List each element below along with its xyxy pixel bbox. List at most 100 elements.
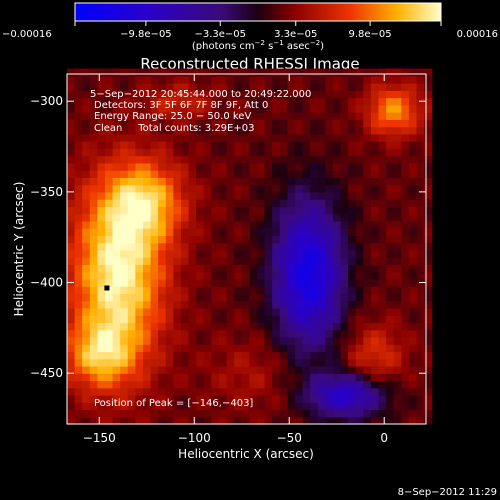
- heatmap-cell: [165, 148, 174, 157]
- heatmap-cell: [196, 278, 205, 287]
- heatmap-cell: [211, 249, 220, 258]
- heatmap-cell: [226, 235, 235, 244]
- heatmap-cell: [256, 329, 266, 338]
- heatmap-cell: [89, 402, 98, 411]
- heatmap-cell: [226, 155, 235, 164]
- heatmap-cell: [249, 249, 258, 258]
- heatmap-cell: [180, 148, 190, 157]
- heatmap-cell: [150, 373, 159, 382]
- heatmap-cell: [226, 387, 235, 396]
- heatmap-cell: [196, 184, 205, 193]
- heatmap-cell: [325, 358, 334, 367]
- heatmap-cell: [127, 155, 136, 164]
- heatmap-cell: [165, 228, 174, 236]
- heatmap-cell: [424, 329, 433, 338]
- heatmap-cell: [332, 365, 342, 374]
- heatmap-cell: [180, 365, 190, 374]
- heatmap-cell: [256, 68, 266, 77]
- heatmap-cell: [378, 177, 387, 186]
- heatmap-cell: [355, 126, 364, 135]
- heatmap-cell: [408, 97, 418, 106]
- heatmap-cell: [211, 133, 220, 142]
- heatmap-cell: [67, 184, 76, 193]
- heatmap-cell: [104, 206, 114, 215]
- heatmap-cell: [241, 416, 250, 425]
- heatmap-cell: [150, 235, 159, 244]
- heatmap-cell: [249, 257, 258, 266]
- heatmap-cell: [370, 242, 380, 251]
- heatmap-cell: [203, 387, 212, 396]
- heatmap-cell: [196, 344, 205, 353]
- heatmap-cell: [408, 336, 418, 345]
- heatmap-cell: [302, 315, 311, 324]
- heatmap-cell: [287, 155, 296, 164]
- heatmap-cell: [120, 155, 129, 164]
- heatmap-cell: [264, 322, 273, 331]
- heatmap-cell: [104, 380, 114, 389]
- heatmap-cell: [264, 177, 273, 186]
- heatmap-cell: [74, 220, 83, 229]
- heatmap-cell: [370, 409, 380, 418]
- heatmap-cell: [310, 177, 319, 186]
- heatmap-cell: [241, 133, 250, 142]
- heatmap-cell: [74, 315, 83, 324]
- heatmap-cell: [386, 141, 395, 149]
- heatmap-cell: [355, 220, 364, 229]
- heatmap-cell: [150, 402, 159, 411]
- heatmap-cell: [279, 170, 288, 178]
- heatmap-cell: [211, 90, 220, 99]
- heatmap-cell: [256, 365, 266, 374]
- heatmap-cell: [234, 112, 243, 120]
- heatmap-cell: [82, 286, 91, 295]
- heatmap-cell: [67, 141, 76, 149]
- heatmap-cell: [302, 75, 311, 84]
- heatmap-cell: [279, 373, 288, 382]
- heatmap-cell: [386, 409, 395, 418]
- heatmap-cell: [401, 293, 410, 302]
- heatmap-cell: [310, 257, 319, 266]
- heatmap-cell: [112, 119, 121, 128]
- heatmap-cell: [241, 336, 250, 345]
- heatmap-cell: [310, 170, 319, 178]
- heatmap-cell: [150, 293, 159, 302]
- heatmap-cell: [340, 126, 349, 135]
- heatmap-cell: [325, 90, 334, 99]
- heatmap-cell: [348, 380, 357, 389]
- heatmap-cell: [386, 336, 395, 345]
- heatmap-cell: [82, 387, 91, 396]
- heatmap-cell: [135, 162, 144, 171]
- heatmap-cell: [332, 402, 342, 411]
- y-tick-label: −350: [30, 185, 63, 199]
- heatmap-cell: [127, 344, 136, 353]
- heatmap-cell: [355, 394, 364, 403]
- heatmap-cell: [142, 206, 152, 215]
- heatmap-cell: [158, 380, 167, 389]
- heatmap-cell: [424, 133, 433, 142]
- heatmap-cell: [165, 155, 174, 164]
- heatmap-cell: [393, 257, 402, 266]
- heatmap-cell: [310, 206, 319, 215]
- heatmap-cell: [302, 358, 311, 367]
- heatmap-cell: [378, 155, 387, 164]
- heatmap-cell: [325, 191, 334, 200]
- heatmap-cell: [188, 416, 197, 425]
- heatmap-cell: [180, 278, 190, 287]
- heatmap-cell: [120, 213, 129, 222]
- heatmap-cell: [127, 336, 136, 345]
- heatmap-cell: [279, 394, 288, 403]
- heatmap-cell: [355, 264, 364, 273]
- heatmap-cell: [165, 184, 174, 193]
- heatmap-cell: [416, 170, 425, 178]
- heatmap-cell: [67, 373, 76, 382]
- heatmap-cell: [249, 300, 258, 309]
- heatmap-cell: [363, 344, 372, 353]
- heatmap-cell: [393, 170, 402, 178]
- heatmap-cell: [180, 199, 190, 207]
- heatmap-cell: [355, 184, 364, 193]
- heatmap-cell: [211, 358, 220, 367]
- heatmap-cell: [112, 213, 121, 222]
- heatmap-cell: [408, 402, 418, 411]
- annotation-time: 5−Sep−2012 20:45:44.000 to 20:49:22.000: [90, 89, 311, 100]
- heatmap-cell: [67, 104, 76, 113]
- heatmap-cell: [302, 307, 311, 316]
